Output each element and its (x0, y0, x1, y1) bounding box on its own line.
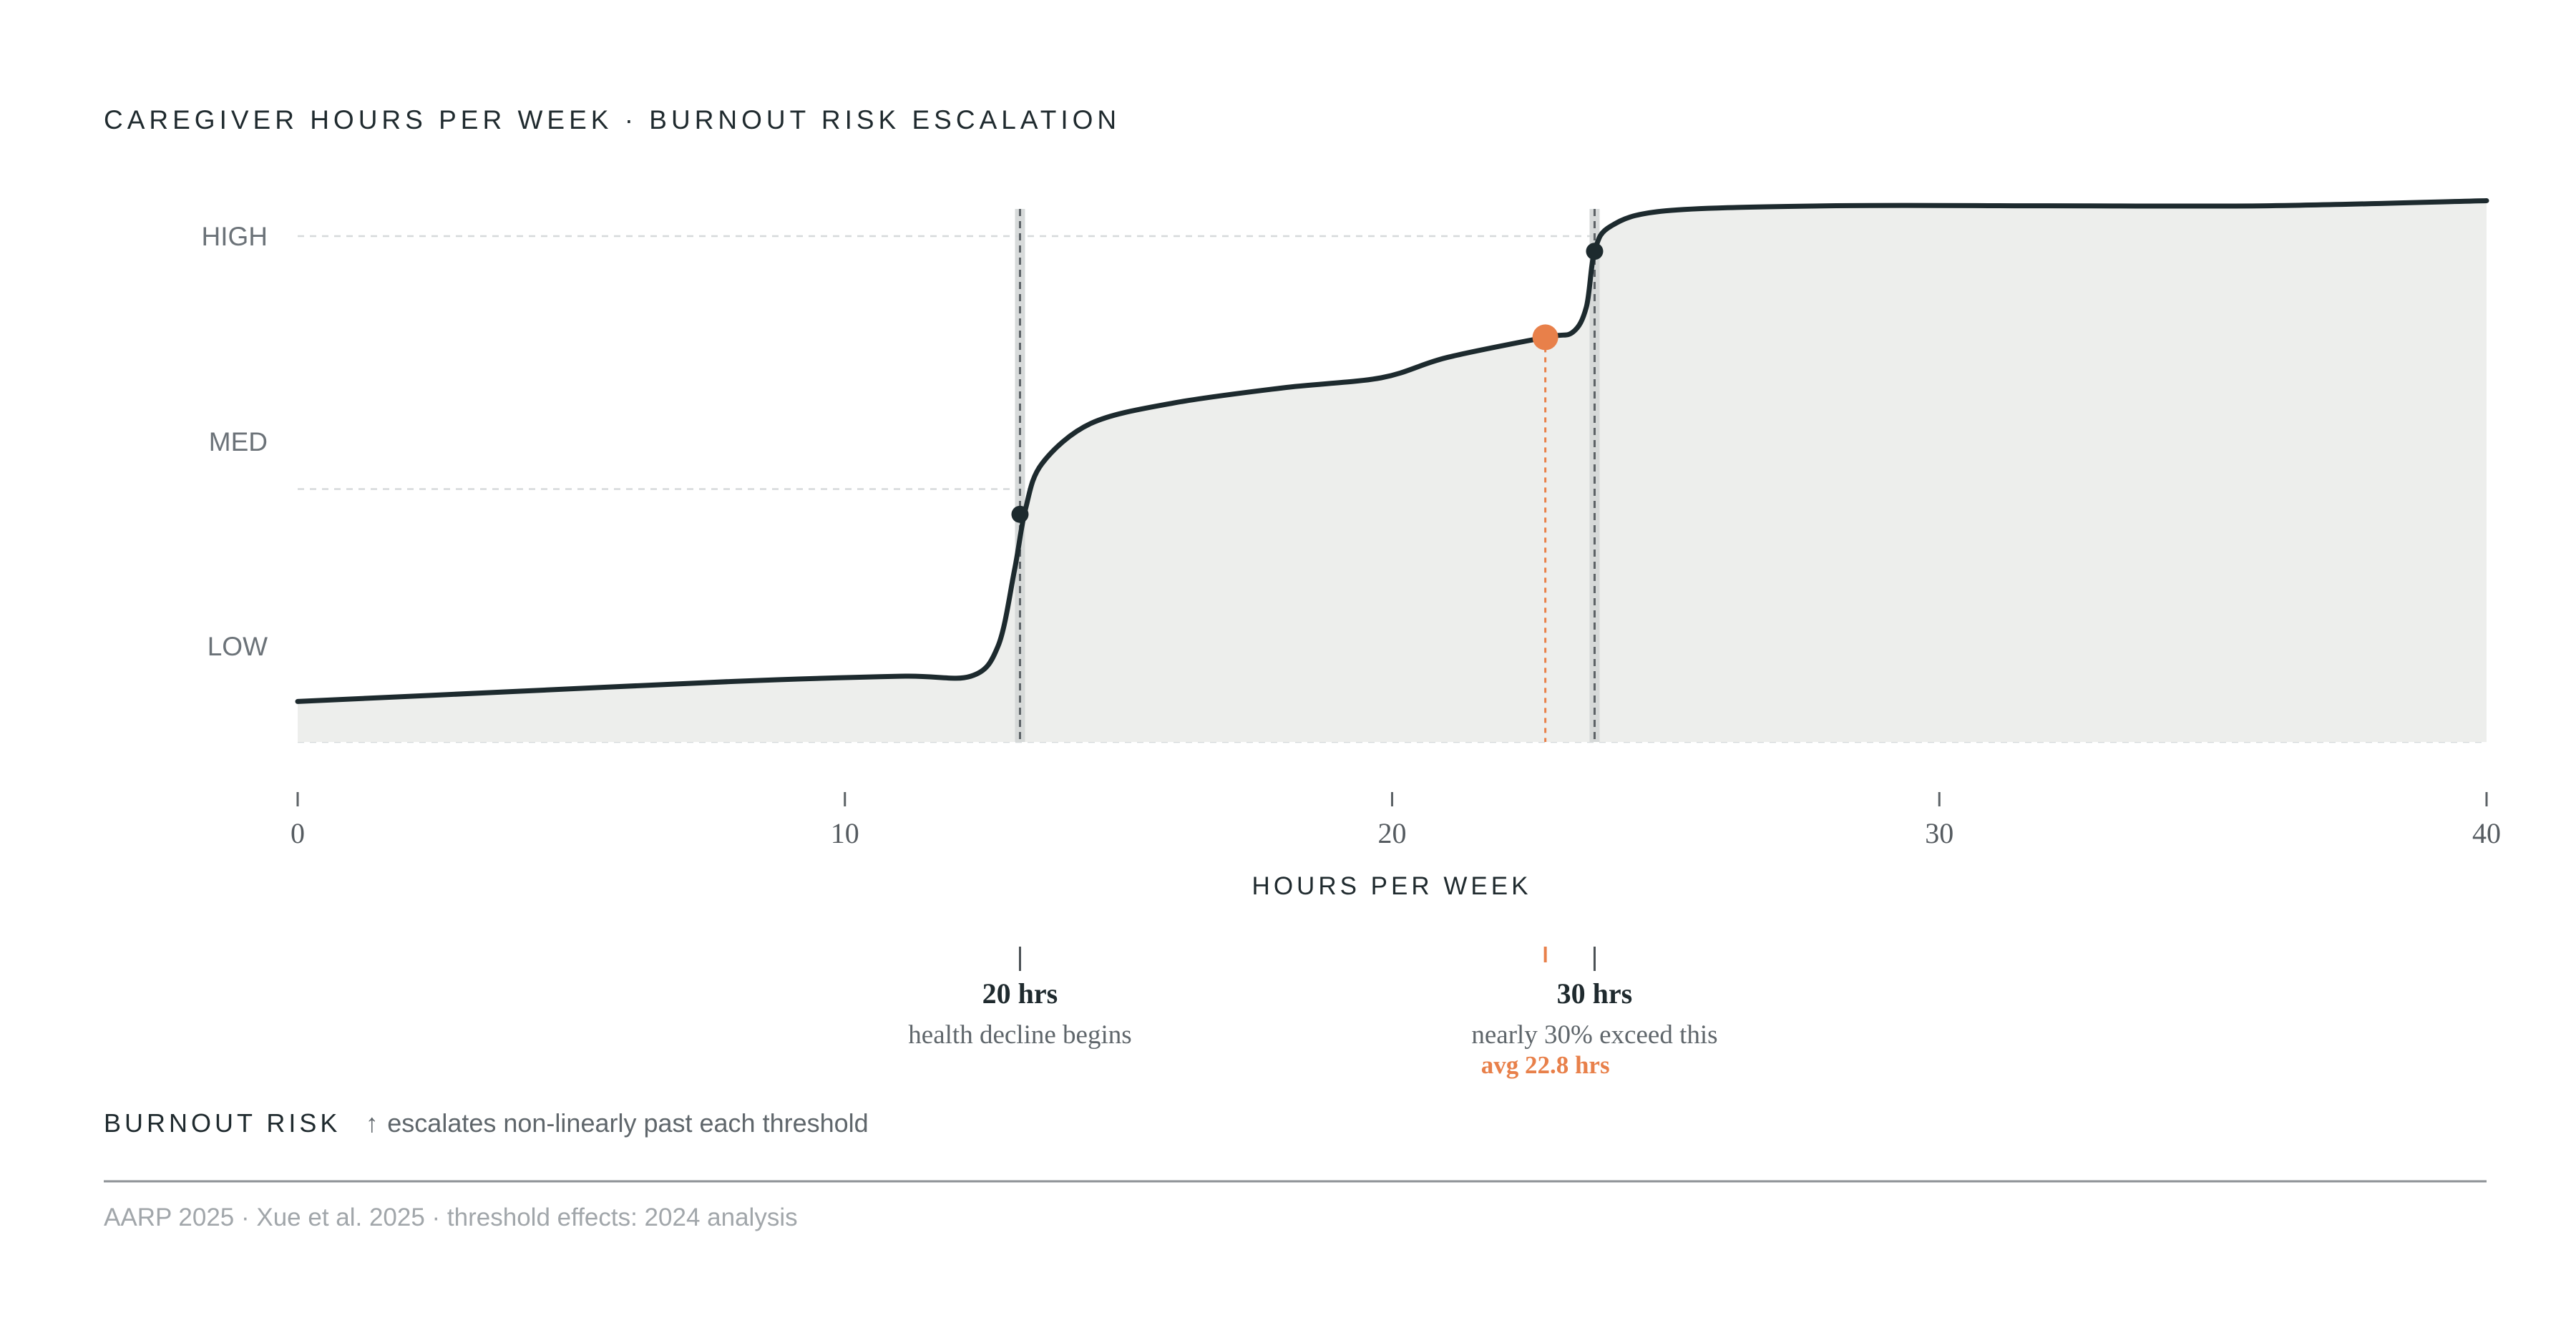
legend-label: BURNOUT RISK (104, 1108, 341, 1138)
threshold-annotation-desc-2: nearly 30% exceed this (1471, 1020, 1717, 1050)
threshold-point-2 (1586, 243, 1604, 260)
arrow-up-icon: ↑ (366, 1108, 379, 1138)
risk-area-fill (298, 200, 2487, 742)
threshold-annotation-desc-1: health decline begins (908, 1020, 1131, 1050)
source-note: AARP 2025 · Xue et al. 2025 · threshold … (104, 1203, 798, 1231)
x-tick-label-0: 0 (291, 817, 305, 849)
risk-curve (295, 198, 2489, 704)
threshold-markers (1015, 209, 1600, 742)
x-tick-label-30: 30 (1925, 817, 1953, 849)
risk-curve-line (295, 198, 2489, 704)
threshold-annotations: 20 hrs health decline begins 30 hrs nearly … (908, 947, 1718, 1079)
x-tick-label-10: 10 (831, 817, 859, 849)
threshold-band-1 (1015, 209, 1025, 742)
x-axis-label: HOURS PER WEEK (1252, 872, 1532, 900)
risk-area (298, 200, 2487, 742)
curve-points (1011, 243, 1604, 523)
threshold-annotation-label-2: 30 hrs (1557, 977, 1633, 1010)
x-tick-label-20: 20 (1378, 817, 1407, 849)
y-label-med: MED (209, 427, 268, 456)
chart-title: CAREGIVER HOURS PER WEEK · BURNOUT RISK … (104, 105, 1121, 135)
x-tick-label-40: 40 (2472, 817, 2501, 849)
average-annotation-label: avg 22.8 hrs (1481, 1051, 1610, 1079)
threshold-annotation-label-1: 20 hrs (982, 977, 1058, 1010)
average-point (1532, 324, 1558, 351)
threshold-point-1 (1011, 505, 1029, 523)
x-axis: 0 10 20 30 40 (291, 792, 2501, 849)
y-label-low: LOW (208, 632, 268, 661)
y-label-high: HIGH (202, 222, 268, 251)
legend-note: escalates non-linearly past each thresho… (387, 1108, 868, 1138)
legend: BURNOUT RISK ↑ escalates non-linearly pa… (104, 1108, 869, 1138)
threshold-band-2 (1589, 209, 1600, 742)
y-axis-labels: HIGH MED LOW (202, 222, 268, 661)
legend-line: BURNOUT RISK ↑ escalates non-linearly pa… (104, 1108, 869, 1138)
